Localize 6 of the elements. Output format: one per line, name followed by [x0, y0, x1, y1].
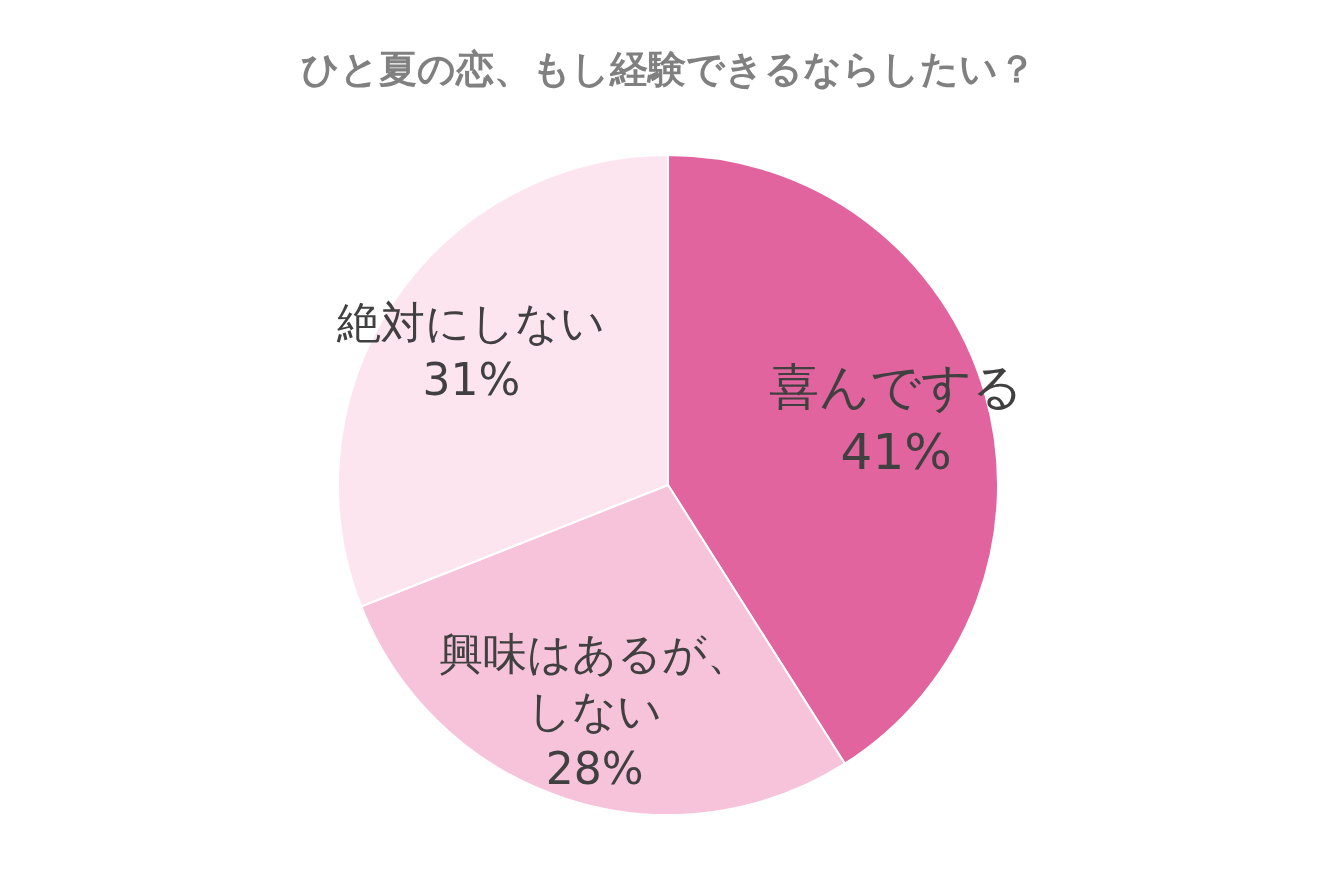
data-label: 28%: [545, 742, 644, 794]
data-label: 41%: [840, 422, 952, 481]
data-label: 31%: [422, 354, 521, 406]
slice-label: 興味はあるが、しない: [438, 628, 751, 737]
slice-label: 絶対にしない: [336, 297, 606, 349]
chart-title: ひと夏の恋、もし経験できるならしたい？: [300, 47, 1036, 91]
